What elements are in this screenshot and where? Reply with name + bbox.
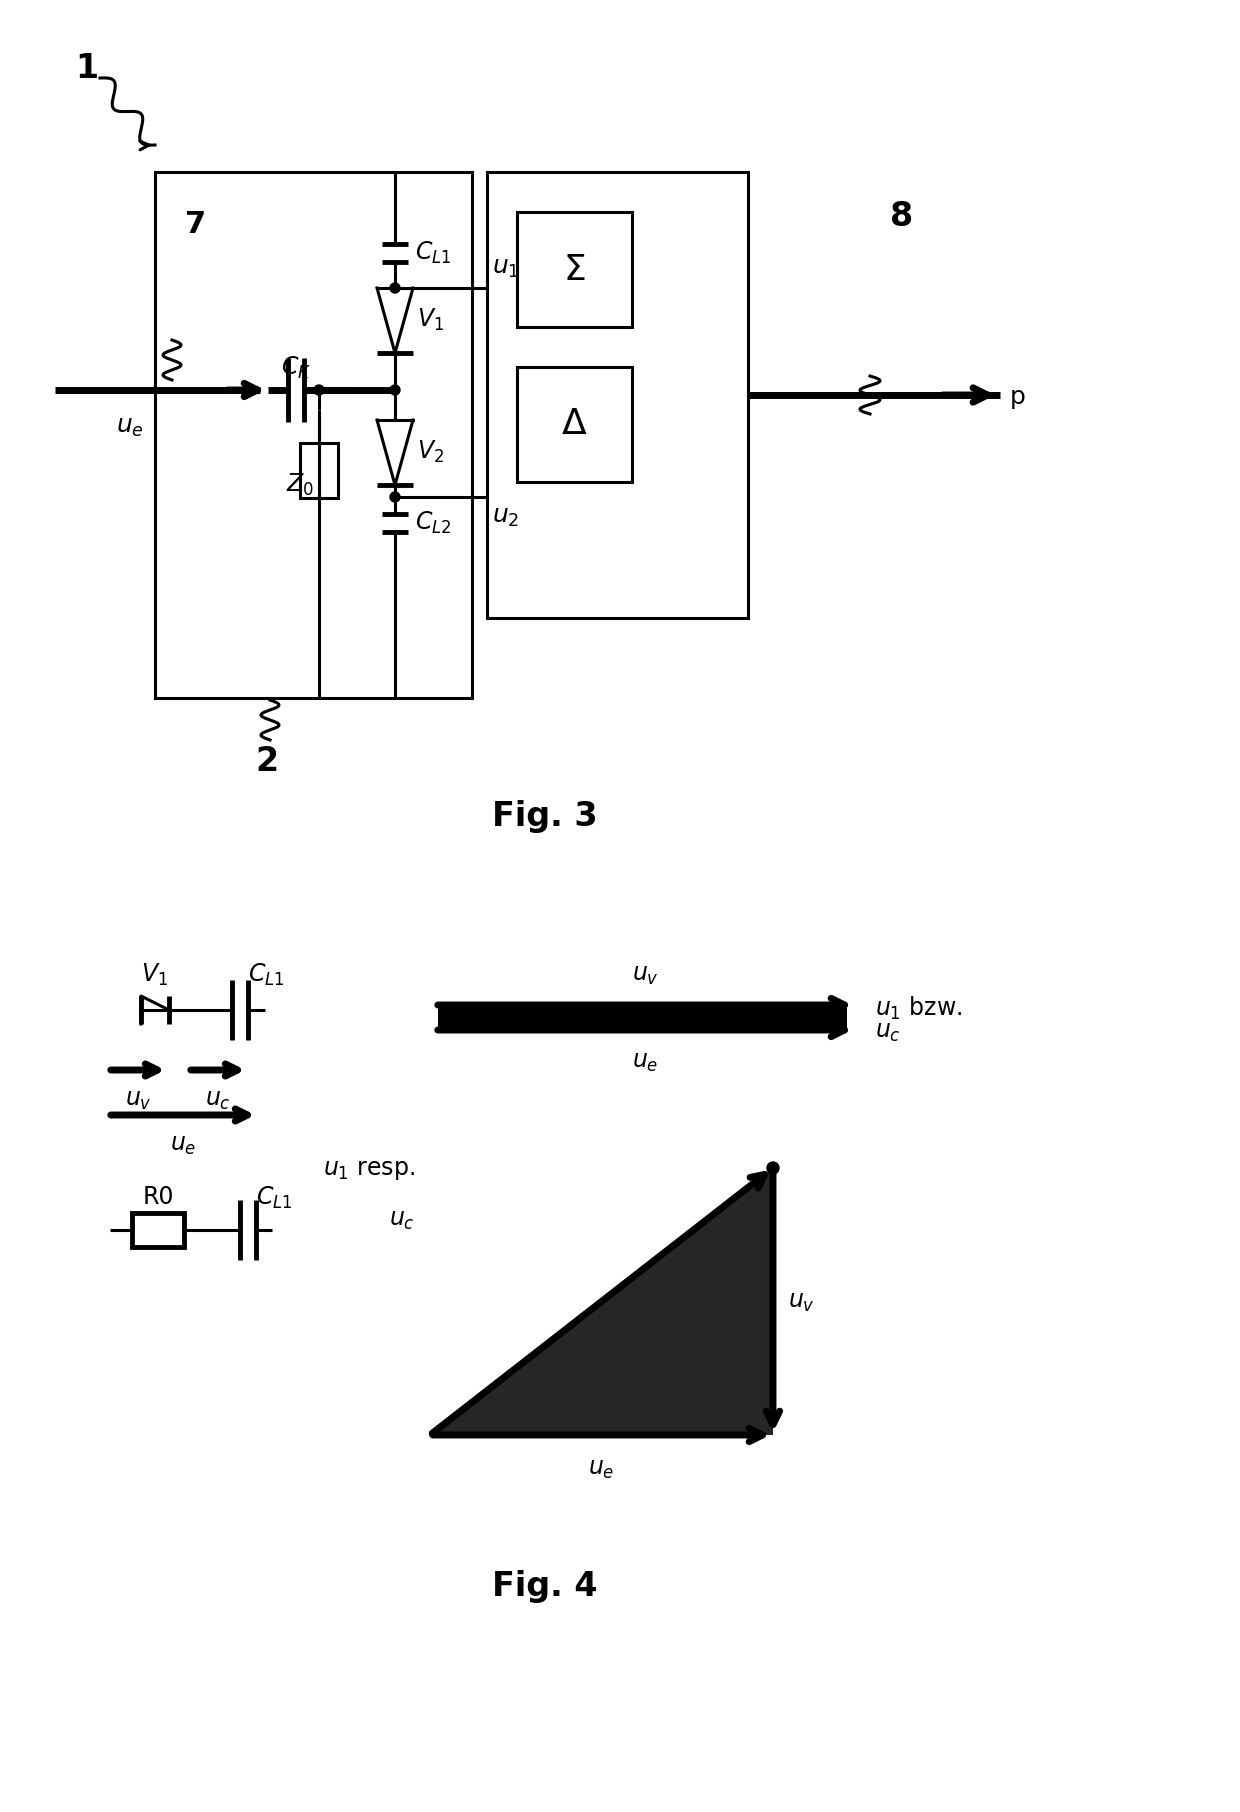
Text: 8: 8 [890, 199, 913, 234]
Text: $u_v$: $u_v$ [124, 1087, 151, 1113]
Text: $V_2$: $V_2$ [417, 439, 444, 466]
Text: $u_c$: $u_c$ [205, 1087, 231, 1113]
Text: $V_1$: $V_1$ [417, 306, 444, 333]
Text: $V_1$: $V_1$ [141, 962, 169, 988]
Circle shape [391, 283, 401, 294]
Bar [517, 368, 632, 482]
Bar [300, 442, 339, 498]
Bar [487, 172, 748, 618]
Text: 7: 7 [185, 210, 206, 239]
Text: $u_v$: $u_v$ [787, 1290, 815, 1314]
Text: $Z_0$: $Z_0$ [286, 471, 314, 498]
Text: $C_K$: $C_K$ [280, 355, 311, 381]
Text: $u_1$ bzw.: $u_1$ bzw. [875, 995, 962, 1022]
Text: $\Delta$: $\Delta$ [562, 408, 588, 442]
Text: 2: 2 [255, 745, 278, 777]
Text: $C_{L1}$: $C_{L1}$ [415, 239, 451, 266]
Bar [155, 172, 472, 698]
Text: 1: 1 [74, 53, 98, 85]
Circle shape [391, 493, 401, 502]
Text: $C_{L1}$: $C_{L1}$ [255, 1185, 293, 1210]
Polygon shape [438, 1006, 847, 1029]
Text: $u_2$: $u_2$ [492, 506, 520, 529]
Text: Fig. 3: Fig. 3 [492, 801, 598, 834]
Text: $u_c$: $u_c$ [875, 1020, 900, 1044]
Bar [131, 1212, 184, 1247]
Text: $u_e$: $u_e$ [170, 1132, 196, 1158]
Circle shape [391, 384, 401, 395]
Text: $\Sigma$: $\Sigma$ [563, 252, 585, 286]
Text: p: p [1011, 384, 1025, 410]
Text: $C_{L1}$: $C_{L1}$ [248, 962, 285, 988]
Text: $u_c$: $u_c$ [389, 1209, 415, 1232]
Text: R0: R0 [143, 1185, 174, 1209]
Text: $C_{L2}$: $C_{L2}$ [415, 509, 451, 536]
Text: $u_e$: $u_e$ [117, 415, 144, 439]
Text: Fig. 4: Fig. 4 [492, 1569, 598, 1604]
Polygon shape [430, 1169, 773, 1435]
Circle shape [768, 1161, 779, 1174]
Text: $u_e$: $u_e$ [588, 1457, 615, 1480]
Text: $u_e$: $u_e$ [632, 1049, 658, 1075]
Bar [517, 212, 632, 326]
Text: $u_v$: $u_v$ [631, 962, 658, 988]
Text: $u_1$ resp.: $u_1$ resp. [322, 1158, 415, 1181]
Text: $u_1$: $u_1$ [492, 255, 520, 281]
Circle shape [314, 384, 324, 395]
